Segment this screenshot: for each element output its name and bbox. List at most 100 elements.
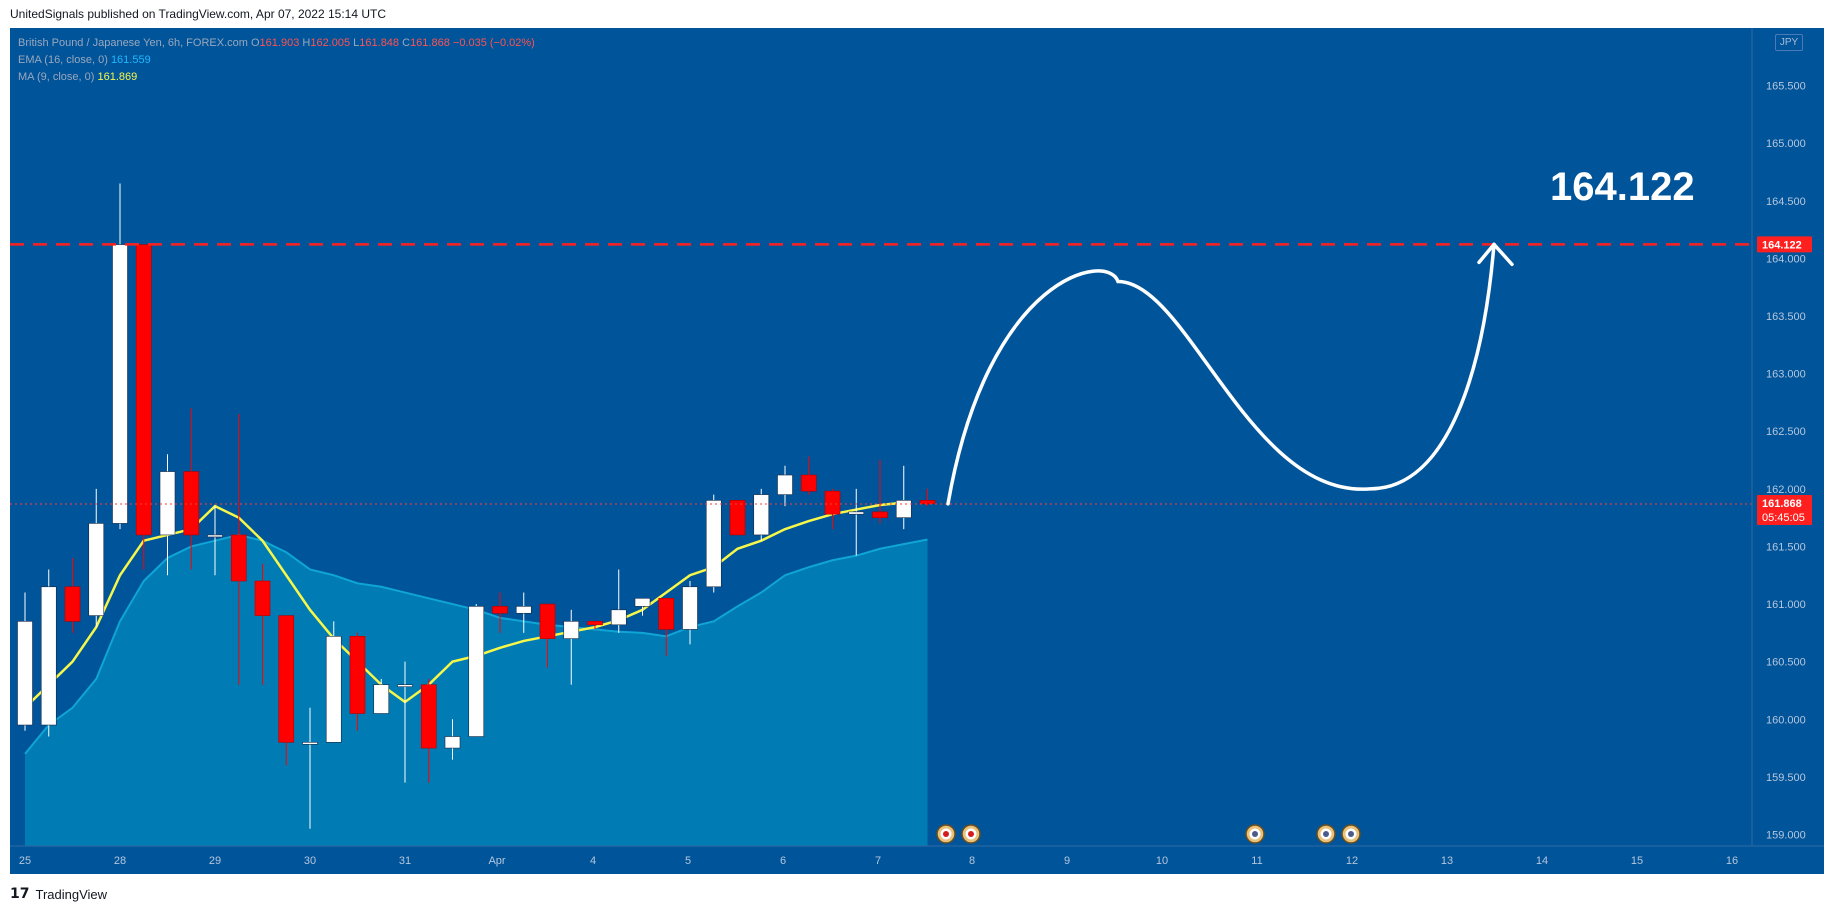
tradingview-logo-icon: 𝟭𝟳 xyxy=(10,886,30,902)
candle xyxy=(705,494,722,593)
y-tick-label: 162.000 xyxy=(1766,484,1806,496)
projection-path xyxy=(946,242,1496,506)
y-tick-label: 165.000 xyxy=(1766,138,1806,150)
candle xyxy=(302,707,318,829)
target-price-badge-label: 164.122 xyxy=(1762,239,1802,251)
legend-high-label: H xyxy=(302,37,311,49)
x-tick-label: 8 xyxy=(969,855,975,867)
candle xyxy=(753,488,770,541)
y-tick-label: 163.500 xyxy=(1766,311,1806,323)
candle xyxy=(373,678,390,714)
candle xyxy=(587,621,603,630)
candle xyxy=(468,604,485,737)
x-tick-label: 11 xyxy=(1251,855,1262,867)
candle xyxy=(800,456,817,495)
target-price-annotation: 164.122 xyxy=(1550,165,1695,209)
y-tick-label: 160.500 xyxy=(1766,657,1806,669)
candle xyxy=(397,661,413,783)
candle-body xyxy=(515,606,532,614)
legend-high-value: 162.005 xyxy=(310,37,351,49)
candle xyxy=(777,465,793,507)
candle-body xyxy=(492,606,508,614)
candle-body xyxy=(64,586,81,622)
x-tick-label: 10 xyxy=(1156,855,1168,867)
legend-ema-row[interactable]: EMA (16, close, 0) 161.559 xyxy=(18,52,535,69)
y-tick-label: 163.000 xyxy=(1766,369,1806,381)
candle-body xyxy=(610,609,627,626)
legend-low-value: 161.848 xyxy=(359,37,400,49)
event-marker-dot xyxy=(968,831,974,837)
candle-body xyxy=(420,684,437,749)
candle-body xyxy=(373,684,390,714)
y-tick-label: 159.000 xyxy=(1766,829,1806,841)
candle xyxy=(278,615,295,766)
y-tick-label: 161.500 xyxy=(1766,541,1806,553)
legend-change: −0.035 (−0.02%) xyxy=(452,37,535,49)
event-marker-dot xyxy=(943,831,949,837)
chart-legend: British Pound / Japanese Yen, 6h, FOREX.… xyxy=(18,35,535,86)
y-tick-label: 161.000 xyxy=(1766,599,1806,611)
legend-ohlc-row: British Pound / Japanese Yen, 6h, FOREX.… xyxy=(18,35,535,52)
candle xyxy=(444,719,461,760)
candle-body xyxy=(207,534,223,538)
current-price-label: 161.868 xyxy=(1762,498,1802,510)
publisher-header: UnitedSignals published on TradingView.c… xyxy=(0,0,1834,28)
tradingview-brand-text: TradingView xyxy=(35,886,108,902)
candle xyxy=(895,465,912,530)
candle-body xyxy=(872,511,888,518)
footer-branding[interactable]: 𝟭𝟳 TradingView xyxy=(10,884,107,904)
candle xyxy=(658,597,675,656)
legend-close-value: 161.868 xyxy=(410,37,450,49)
candle-body xyxy=(658,597,675,630)
candle-body xyxy=(183,471,200,536)
candle xyxy=(515,592,532,633)
legend-ma-label: MA (9, close, 0) xyxy=(18,71,95,83)
x-tick-label: 4 xyxy=(590,855,596,867)
candle xyxy=(112,183,128,530)
x-tick-label: 12 xyxy=(1346,855,1358,867)
legend-ema-value: 161.559 xyxy=(110,54,151,66)
currency-badge[interactable]: JPY xyxy=(1775,34,1803,51)
candle xyxy=(325,621,342,743)
candle-body xyxy=(777,474,793,495)
candle-body xyxy=(444,736,461,749)
x-tick-label: 28 xyxy=(114,855,126,867)
candle xyxy=(254,563,271,685)
countdown-label: 05:45:05 xyxy=(1762,512,1805,524)
publisher-text: UnitedSignals published on TradingView.c… xyxy=(10,7,387,21)
candle xyxy=(230,413,247,685)
candle-body xyxy=(539,603,556,639)
target-price-badge xyxy=(1757,236,1812,253)
candle-body xyxy=(634,597,651,607)
x-tick-label: 31 xyxy=(399,855,411,867)
candle xyxy=(848,488,865,556)
y-tick-label: 164.500 xyxy=(1766,196,1806,208)
x-tick-label: 25 xyxy=(19,855,31,867)
candle-body xyxy=(278,615,295,743)
candle-body xyxy=(919,500,936,505)
candle-body xyxy=(895,500,912,518)
candle-body xyxy=(302,742,318,745)
candle xyxy=(563,609,580,685)
candle-body xyxy=(88,523,105,616)
candle xyxy=(539,603,556,668)
candle-body xyxy=(563,621,580,639)
legend-ma-value: 161.869 xyxy=(97,71,138,83)
y-tick-label: 162.500 xyxy=(1766,426,1806,438)
candle-body xyxy=(753,494,770,536)
time-axis xyxy=(10,846,1824,874)
x-tick-label: 29 xyxy=(209,855,221,867)
candle-body xyxy=(587,621,603,626)
candle-body xyxy=(40,586,57,726)
current-price-badge xyxy=(1757,495,1812,526)
event-marker-dot xyxy=(1323,831,1329,837)
candle-body xyxy=(135,244,152,536)
legend-open-label: O xyxy=(250,37,260,49)
legend-open-value: 161.903 xyxy=(259,37,300,49)
legend-ma-row[interactable]: MA (9, close, 0) 161.869 xyxy=(18,69,535,86)
legend-symbol: British Pound / Japanese Yen, 6h, FOREX.… xyxy=(18,37,248,49)
x-tick-label: 30 xyxy=(304,855,316,867)
legend-close-label: C xyxy=(402,37,411,49)
candle-body xyxy=(325,636,342,743)
